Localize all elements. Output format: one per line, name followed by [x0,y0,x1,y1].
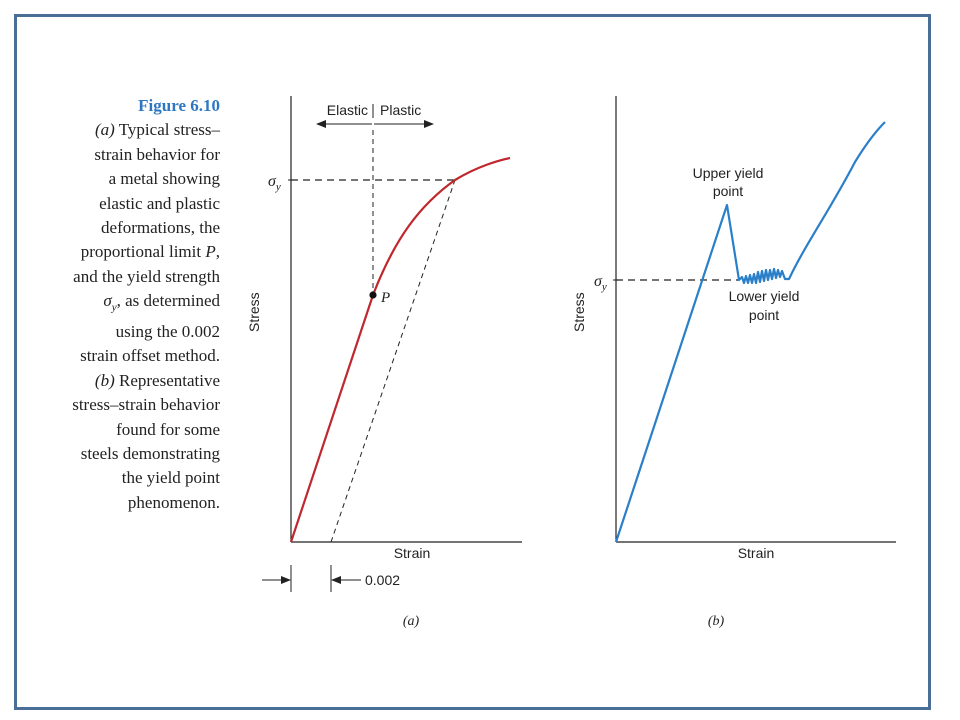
offset-label: 0.002 [365,572,400,588]
panel-b-y-label: Stress [571,292,587,332]
panel-a: Elastic Plastic σy P Stress Strain 0.002… [246,96,522,629]
caption-line: the yield point [121,468,220,488]
elastic-label: Elastic [327,102,368,118]
sigma-subscript: y [111,301,117,314]
caption-line: and the yield strength [73,266,220,286]
caption-line: stress–strain behavior [72,395,220,415]
plastic-label: Plastic [380,102,421,118]
caption-text: Representative [114,370,220,390]
caption-text: , as determined [116,291,220,311]
stress-strain-curve-b [614,121,886,543]
prop-symbol: P [205,242,216,262]
caption-line: elastic and plastic [99,193,220,213]
lower-yield-label-1: Lower yield [729,288,800,304]
p-label: P [380,290,390,306]
caption-line: found for some [116,419,220,439]
caption-text: , [215,242,220,262]
caption-line: deformations, the [101,218,220,238]
figure-label: Figure 6.10 [138,96,220,115]
offset-dashed-line [330,179,456,543]
caption-text: proportional limit [80,242,206,262]
sigma-y-label: σy [268,173,281,193]
caption-line: phenomenon. [127,492,220,512]
caption-line: strain offset method. [80,346,220,366]
figure-frame [14,14,931,710]
figure-caption: Figure 6.10 (a) Typical stress– strain b… [30,94,220,515]
caption-text: Typical stress– [114,120,220,140]
caption-line: a metal showing [108,169,220,189]
caption-line: using the 0.002 [115,322,220,342]
panel-a-x-label: Strain [394,545,431,561]
upper-yield-label-2: point [713,183,743,199]
caption-line: strain behavior for [94,144,220,164]
panel-a-label: (a) [403,614,420,629]
lower-yield-label-2: point [749,307,779,323]
caption-line: steels demonstrating [80,444,220,464]
part-b-letter: (b) [94,370,115,390]
panel-b-label: (b) [708,614,725,629]
upper-yield-label-1: Upper yield [693,165,764,181]
part-a-letter: (a) [94,120,115,140]
sigma-symbol: σ [103,291,112,311]
stress-strain-curve-a [289,156,511,543]
panel-b: σy Upper yield point Lower yield point S… [571,96,896,629]
proportional-limit-point [369,291,377,299]
panel-a-y-label: Stress [246,292,262,332]
panel-b-x-label: Strain [738,545,775,561]
sigma-y-label-b: σy [594,273,607,293]
